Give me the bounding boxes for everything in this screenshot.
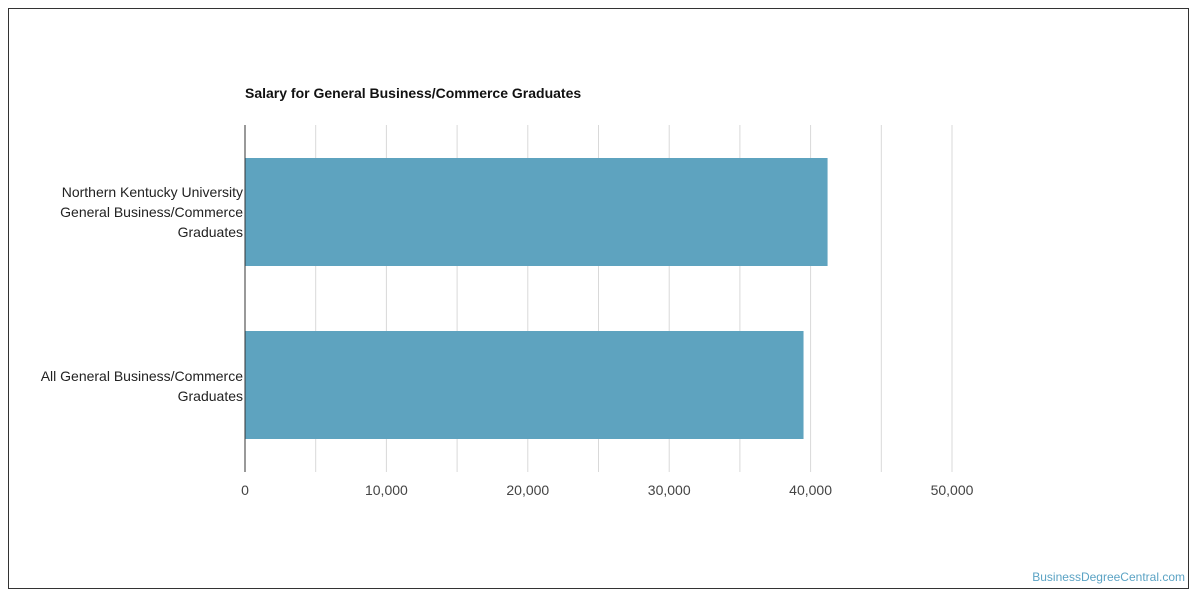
bar-1: [245, 331, 804, 439]
category-label-line: Northern Kentucky University: [61, 184, 243, 200]
category-label-northern-kentucky: Northern Kentucky University General Busi…: [60, 182, 243, 242]
bars: [245, 158, 828, 439]
tick-labels: 0 10,000 20,000 30,000 40,000 50,000: [241, 482, 974, 498]
category-label-line: Graduates: [177, 224, 243, 240]
x-tick-label: 50,000: [931, 482, 974, 498]
x-tick-label: 40,000: [789, 482, 832, 498]
x-tick-label: 20,000: [506, 482, 549, 498]
category-label-line: Graduates: [177, 388, 243, 404]
x-tick-label: 30,000: [648, 482, 691, 498]
bar-0: [245, 158, 828, 266]
x-tick-label: 0: [241, 482, 249, 498]
category-label-line: All General Business/Commerce: [40, 368, 243, 384]
chart-title: Salary for General Business/Commerce Gra…: [245, 85, 582, 101]
category-label-line: General Business/Commerce: [60, 204, 243, 220]
watermark: BusinessDegreeCentral.com: [1032, 570, 1185, 584]
x-tick-label: 10,000: [365, 482, 408, 498]
category-label-all-graduates: All General Business/Commerce Graduates: [41, 366, 243, 406]
